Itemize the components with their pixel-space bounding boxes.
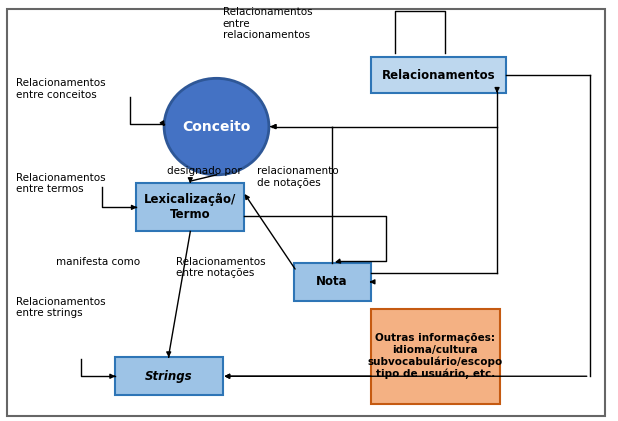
Bar bbox=[137, 183, 244, 232]
Text: Relacionamentos: Relacionamentos bbox=[382, 69, 495, 82]
Text: Relacionamentos
entre
relacionamentos: Relacionamentos entre relacionamentos bbox=[222, 7, 312, 40]
Text: Relacionamentos
entre termos: Relacionamentos entre termos bbox=[16, 173, 106, 195]
Text: relacionamento
de notações: relacionamento de notações bbox=[256, 166, 338, 188]
Bar bbox=[371, 57, 506, 93]
Bar bbox=[294, 263, 371, 301]
Bar bbox=[371, 309, 500, 403]
Text: Relacionamentos
entre conceitos: Relacionamentos entre conceitos bbox=[16, 78, 106, 100]
Text: Relacionamentos
entre strings: Relacionamentos entre strings bbox=[16, 296, 106, 318]
Text: Outras informações:
idioma/cultura
subvocabulário/escopo
tipo de usuário, etc.: Outras informações: idioma/cultura subvo… bbox=[368, 333, 503, 379]
Text: Nota: Nota bbox=[316, 275, 348, 288]
Ellipse shape bbox=[164, 78, 269, 175]
Bar bbox=[115, 357, 222, 395]
Text: Conceito: Conceito bbox=[182, 120, 251, 133]
Text: manifesta como: manifesta como bbox=[56, 257, 140, 266]
Text: Strings: Strings bbox=[145, 370, 193, 383]
Text: Relacionamentos
entre notações: Relacionamentos entre notações bbox=[176, 257, 266, 278]
Text: designado por: designado por bbox=[167, 166, 242, 176]
Text: Lexicalização/
Termo: Lexicalização/ Termo bbox=[144, 193, 237, 221]
